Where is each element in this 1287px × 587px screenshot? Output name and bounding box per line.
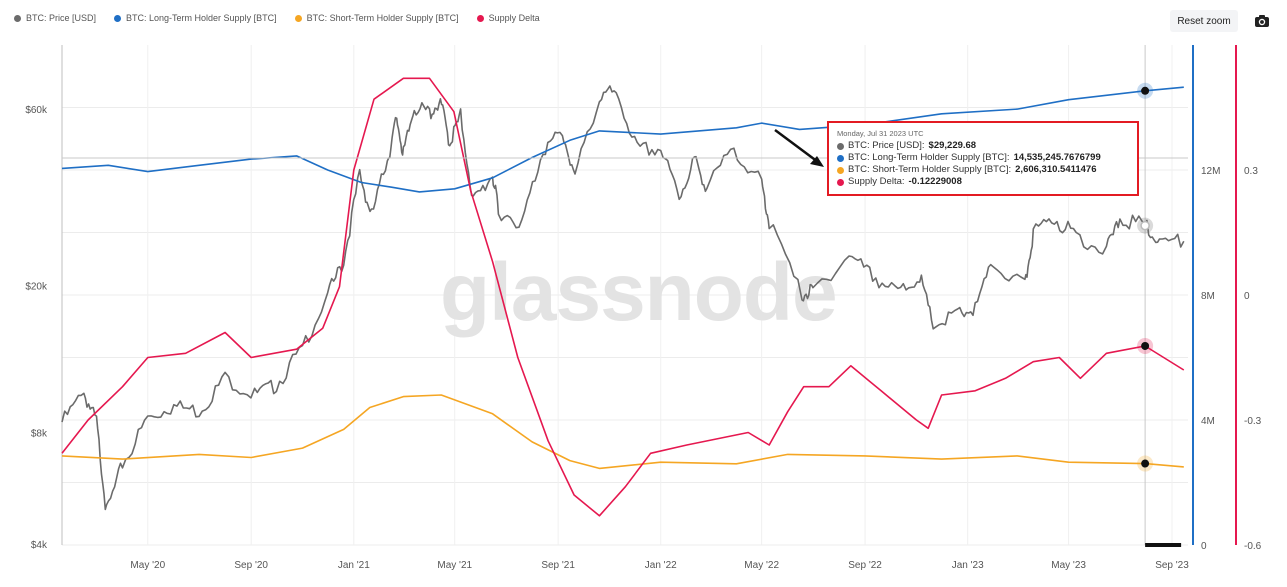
legend-label-sth-supply: BTC: Short-Term Holder Supply [BTC] — [306, 13, 459, 23]
x-tick-label: Jan '22 — [645, 560, 677, 571]
chart-legend: BTC: Price [USD] BTC: Long-Term Holder S… — [14, 13, 540, 23]
tooltip-dot-sth-supply — [837, 166, 844, 174]
tooltip-value-price: $29,229.68 — [928, 140, 977, 151]
axis-labels: May '20 Sep '20 Jan '21 May '21 Sep '21 Jan '… — [25, 105, 1261, 571]
tooltip-value-lth-supply: 14,535,245.7676799 — [1013, 152, 1101, 163]
legend-dot-price — [14, 14, 21, 22]
hover-tooltip: Monday, Jul 31 2023 UTC BTC: Price [USD]… — [827, 121, 1139, 196]
y-supply-tick-label: 0 — [1201, 541, 1207, 552]
x-tick-label: Sep '20 — [234, 560, 268, 571]
glassnode-watermark: glassnode — [440, 247, 837, 338]
legend-label-lth-supply: BTC: Long-Term Holder Supply [BTC] — [126, 13, 277, 23]
legend-dot-sth-supply — [294, 14, 302, 22]
hover-marker-supply-delta — [1141, 341, 1150, 350]
tooltip-label-supply-delta: Supply Delta: — [848, 176, 905, 187]
hover-markers — [1137, 82, 1154, 472]
hover-marker-btc-long-term-holder-supply-btc — [1141, 86, 1150, 95]
tooltip-dot-price — [837, 142, 844, 150]
x-tick-label: May '20 — [130, 560, 165, 571]
y-supply-tick-label: 12M — [1201, 166, 1220, 177]
annotation-arrow — [774, 128, 819, 164]
y-supply-tick-label: 8M — [1201, 291, 1215, 302]
camera-icon[interactable] — [1252, 12, 1272, 30]
legend-item-supply-delta[interactable]: Supply Delta — [476, 13, 540, 23]
tooltip-value-supply-delta: -0.12229008 — [908, 176, 962, 187]
reset-zoom-button[interactable]: Reset zoom — [1170, 10, 1238, 32]
x-axis-highlight-bar — [1145, 543, 1182, 547]
tooltip-dot-lth-supply — [837, 154, 844, 162]
x-tick-label: May '21 — [437, 560, 472, 571]
x-tick-label: Jan '21 — [338, 560, 370, 571]
y-left-tick-label: $60k — [25, 105, 48, 116]
legend-dot-lth-supply — [114, 14, 122, 22]
legend-label-supply-delta: Supply Delta — [488, 13, 540, 23]
y-delta-tick-label: -0.6 — [1244, 541, 1262, 552]
y-delta-tick-label: -0.3 — [1244, 416, 1262, 427]
tooltip-label-lth-supply: BTC: Long-Term Holder Supply [BTC]: — [848, 152, 1010, 163]
x-tick-label: May '22 — [744, 560, 779, 571]
tooltip-row-supply-delta: Supply Delta: -0.12229008 — [837, 176, 1129, 188]
legend-label-price: BTC: Price [USD] — [26, 13, 97, 23]
hover-marker-btc-price-usd — [1140, 220, 1150, 231]
x-tick-label: Sep '22 — [848, 560, 882, 571]
annotation-arrowhead — [810, 156, 824, 167]
legend-item-lth-supply[interactable]: BTC: Long-Term Holder Supply [BTC] — [114, 13, 277, 23]
legend-item-sth-supply[interactable]: BTC: Short-Term Holder Supply [BTC] — [294, 13, 459, 23]
tooltip-date: Monday, Jul 31 2023 UTC — [837, 129, 924, 138]
hover-marker-btc-short-term-holder-supply-btc — [1141, 459, 1150, 468]
tooltip-dot-supply-delta — [837, 178, 844, 186]
y-left-tick-label: $8k — [31, 429, 48, 440]
y-delta-tick-label: 0.3 — [1244, 166, 1258, 177]
x-tick-label: Sep '21 — [541, 560, 575, 571]
series-line-supply-delta — [61, 77, 1185, 517]
legend-dot-supply-delta — [476, 14, 484, 22]
x-tick-label: Jan '23 — [952, 560, 984, 571]
series-line-btc-short-term-holder-supply-btc — [61, 394, 1184, 470]
y-delta-tick-label: 0 — [1244, 291, 1250, 302]
x-tick-label: Sep '23 — [1155, 560, 1189, 571]
tooltip-row-sth-supply: BTC: Short-Term Holder Supply [BTC]: 2,6… — [837, 164, 1129, 176]
tooltip-row-price: BTC: Price [USD]: $29,229.68 — [837, 140, 1129, 152]
x-tick-label: May '23 — [1051, 560, 1086, 571]
y-left-tick-label: $20k — [25, 282, 48, 293]
legend-item-price[interactable]: BTC: Price [USD] — [14, 13, 96, 23]
tooltip-row-lth-supply: BTC: Long-Term Holder Supply [BTC]: 14,5… — [837, 152, 1129, 164]
y-supply-tick-label: 4M — [1201, 416, 1215, 427]
tooltip-label-price: BTC: Price [USD]: — [848, 140, 925, 151]
y-left-tick-label: $4k — [31, 540, 48, 551]
tooltip-label-sth-supply: BTC: Short-Term Holder Supply [BTC]: — [848, 164, 1012, 175]
tooltip-value-sth-supply: 2,606,310.5411476 — [1015, 164, 1097, 175]
